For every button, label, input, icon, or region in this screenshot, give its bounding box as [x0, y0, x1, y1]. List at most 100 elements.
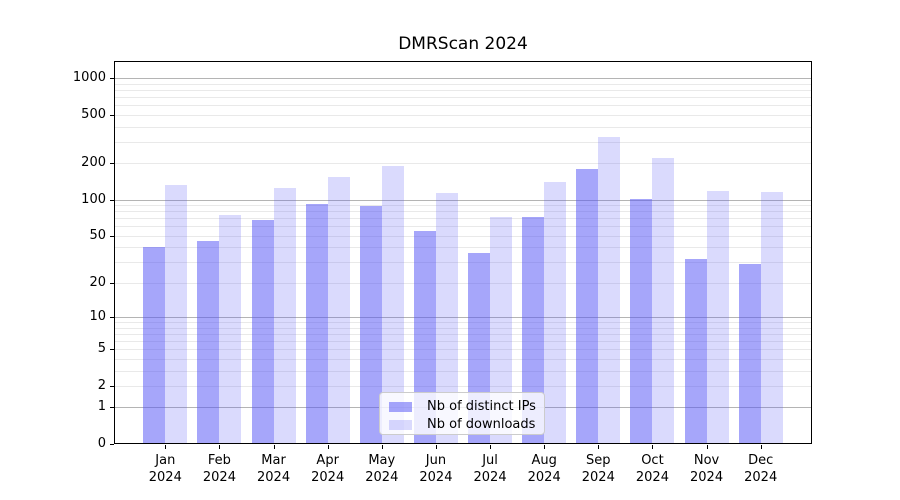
- x-label-year: 2024: [581, 470, 615, 485]
- legend-label: Nb of downloads: [427, 416, 536, 432]
- x-tick-label: Jan 2024: [133, 452, 197, 486]
- minor-gridline: [114, 358, 812, 360]
- y-tick: [110, 407, 114, 409]
- x-label-month: Feb: [207, 453, 231, 468]
- minor-gridline: [114, 163, 812, 165]
- legend-label: Nb of distinct IPs: [427, 398, 536, 414]
- x-tick: [165, 445, 167, 449]
- y-tick-label: 20: [89, 274, 106, 290]
- y-tick-label: 2: [97, 377, 106, 393]
- x-label-year: 2024: [257, 470, 291, 485]
- x-tick: [435, 445, 437, 449]
- y-tick-label: 1000: [72, 70, 106, 86]
- minor-gridline: [114, 83, 812, 85]
- x-tick-label: Jul 2024: [458, 452, 522, 486]
- x-tick-label: Oct 2024: [620, 452, 684, 486]
- y-tick-label: 0: [97, 436, 106, 451]
- y-tick: [110, 199, 114, 201]
- plot-area: [114, 61, 812, 444]
- x-label-month: Sep: [586, 453, 611, 468]
- x-label-year: 2024: [473, 470, 507, 485]
- x-label-year: 2024: [635, 470, 669, 485]
- bar-distinct-ips: [522, 217, 545, 444]
- bar-distinct-ips: [359, 205, 382, 444]
- x-label-year: 2024: [690, 470, 724, 485]
- bar-distinct-ips: [738, 263, 761, 444]
- x-label-month: Jan: [155, 453, 176, 468]
- x-label-month: Oct: [641, 453, 664, 468]
- chart-title: DMRScan 2024: [398, 34, 528, 54]
- x-tick-label: Aug 2024: [512, 452, 576, 486]
- bar-distinct-ips: [251, 219, 274, 444]
- x-tick: [598, 445, 600, 449]
- bar-downloads: [381, 166, 404, 444]
- x-tick: [273, 445, 275, 449]
- y-tick: [110, 114, 114, 116]
- x-label-year: 2024: [527, 470, 561, 485]
- x-label-year: 2024: [202, 470, 236, 485]
- x-tick-label: May 2024: [350, 452, 414, 486]
- minor-gridline: [114, 247, 812, 249]
- x-label-month: Nov: [693, 453, 720, 468]
- x-tick-label: Dec 2024: [729, 452, 793, 486]
- y-tick: [110, 282, 114, 284]
- x-label-month: Apr: [316, 453, 339, 468]
- bar-downloads: [327, 176, 350, 444]
- bar-downloads: [760, 192, 783, 444]
- y-tick: [110, 444, 114, 445]
- y-tick-label: 500: [81, 106, 106, 122]
- x-tick-label: Sep 2024: [566, 452, 630, 486]
- legend-item-downloads: Nb of downloads: [389, 416, 544, 433]
- minor-gridline: [114, 105, 812, 107]
- x-label-year: 2024: [744, 470, 778, 485]
- y-tick-label: 5: [97, 341, 106, 357]
- bar-downloads: [219, 214, 242, 444]
- minor-gridline: [114, 126, 812, 128]
- minor-gridline: [114, 226, 812, 228]
- x-tick-label: Mar 2024: [242, 452, 306, 486]
- y-tick: [110, 385, 114, 387]
- y-tick: [110, 78, 114, 80]
- bar-downloads: [273, 188, 296, 444]
- minor-gridline: [114, 141, 812, 143]
- minor-gridline: [114, 327, 812, 329]
- x-label-year: 2024: [148, 470, 182, 485]
- bar-distinct-ips: [305, 204, 328, 444]
- minor-gridline: [114, 370, 812, 372]
- x-label-year: 2024: [311, 470, 345, 485]
- minor-gridline: [114, 349, 812, 351]
- minor-gridline: [114, 340, 812, 342]
- x-tick: [219, 445, 221, 449]
- y-tick-label: 10: [89, 308, 106, 324]
- minor-gridline: [114, 235, 812, 237]
- bar-distinct-ips: [684, 258, 707, 444]
- x-tick: [760, 445, 762, 449]
- x-tick: [544, 445, 546, 449]
- bar-downloads: [490, 216, 513, 444]
- legend-item-distinct-ips: Nb of distinct IPs: [389, 398, 544, 415]
- x-tick-label: Nov 2024: [675, 452, 739, 486]
- y-tick: [110, 349, 114, 351]
- x-tick: [490, 445, 492, 449]
- legend-swatch-downloads: [389, 419, 412, 430]
- y-tick-label: 200: [81, 155, 106, 171]
- x-label-year: 2024: [365, 470, 399, 485]
- legend-swatch-distinct-ips: [389, 401, 412, 412]
- minor-gridline: [114, 114, 812, 116]
- major-gridline: [114, 78, 812, 80]
- x-tick-label: Jun 2024: [404, 452, 468, 486]
- x-label-month: Jun: [425, 453, 447, 468]
- minor-gridline: [114, 333, 812, 335]
- minor-gridline: [114, 96, 812, 98]
- x-label-month: Aug: [531, 453, 557, 468]
- bar-distinct-ips: [576, 168, 599, 444]
- x-tick: [706, 445, 708, 449]
- x-label-month: Dec: [748, 453, 774, 468]
- major-gridline: [114, 316, 812, 318]
- x-tick: [381, 445, 383, 449]
- y-tick-label: 1: [97, 399, 106, 415]
- bar-downloads: [598, 137, 621, 444]
- bar-downloads: [435, 192, 458, 444]
- x-tick-label: Apr 2024: [296, 452, 360, 486]
